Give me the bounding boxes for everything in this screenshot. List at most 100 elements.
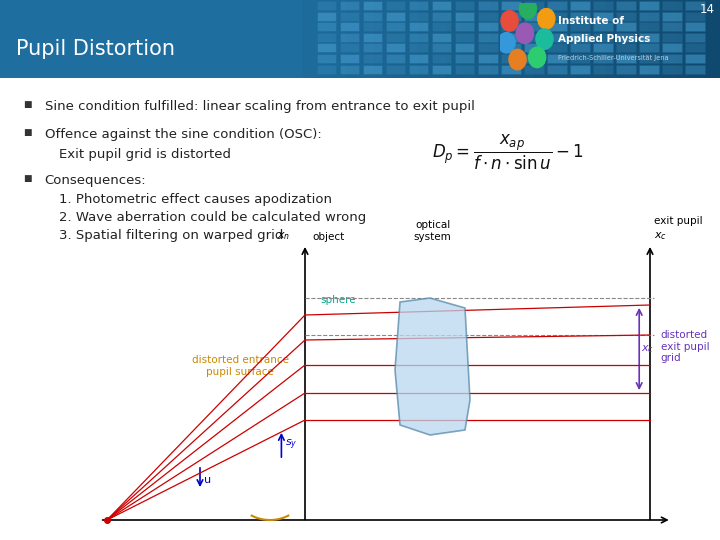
Text: object: object — [312, 232, 344, 242]
Bar — [685, 33, 705, 42]
Bar — [386, 65, 405, 73]
Bar — [593, 65, 613, 73]
Bar — [524, 43, 544, 52]
Bar — [685, 43, 705, 52]
Circle shape — [528, 47, 546, 68]
Bar — [418, 0, 432, 78]
Bar — [432, 65, 451, 73]
Bar — [409, 12, 428, 21]
Bar — [570, 65, 590, 73]
Text: $x_c$: $x_c$ — [654, 230, 667, 242]
Bar — [331, 0, 346, 78]
Bar — [648, 0, 662, 78]
Circle shape — [519, 0, 536, 19]
Bar — [616, 12, 636, 21]
Text: 3. Spatial filtering on warped grid: 3. Spatial filtering on warped grid — [59, 230, 284, 242]
Text: Consequences:: Consequences: — [45, 174, 146, 187]
Bar — [409, 1, 428, 10]
Text: $s_y$: $s_y$ — [285, 438, 297, 452]
Text: $D_p = \dfrac{x_{ap}}{f \cdot n \cdot \sin u} - 1$: $D_p = \dfrac{x_{ap}}{f \cdot n \cdot \s… — [432, 133, 584, 172]
Text: ■: ■ — [23, 174, 32, 183]
Bar — [639, 1, 659, 10]
Bar — [501, 33, 521, 42]
Bar — [639, 43, 659, 52]
Bar — [570, 43, 590, 52]
Bar — [455, 12, 474, 21]
Bar — [317, 22, 336, 31]
Bar — [432, 1, 451, 10]
Bar — [363, 54, 382, 63]
Bar — [432, 22, 451, 31]
Bar — [547, 1, 567, 10]
Bar — [639, 65, 659, 73]
Bar — [616, 33, 636, 42]
Bar — [634, 0, 648, 78]
Bar — [691, 0, 706, 78]
Bar — [590, 0, 605, 78]
Bar — [524, 22, 544, 31]
Bar — [524, 65, 544, 73]
Bar — [317, 1, 336, 10]
Bar — [547, 54, 567, 63]
Bar — [685, 12, 705, 21]
Bar — [685, 1, 705, 10]
Bar — [317, 65, 336, 73]
Bar — [478, 43, 498, 52]
Bar — [432, 33, 451, 42]
Bar — [547, 65, 567, 73]
Bar — [501, 65, 521, 73]
Text: $x_n$: $x_n$ — [276, 230, 290, 242]
Bar — [518, 0, 533, 78]
Bar — [432, 54, 451, 63]
Bar — [662, 22, 682, 31]
Bar — [446, 0, 461, 78]
Text: sphere: sphere — [320, 295, 356, 305]
Bar — [570, 22, 590, 31]
Bar — [547, 0, 562, 78]
Bar — [363, 33, 382, 42]
Bar — [639, 33, 659, 42]
Bar — [616, 54, 636, 63]
Bar — [570, 54, 590, 63]
Bar — [562, 0, 576, 78]
Bar — [386, 12, 405, 21]
Bar — [455, 43, 474, 52]
Bar — [706, 0, 720, 78]
Bar — [478, 22, 498, 31]
Bar — [662, 33, 682, 42]
Bar — [662, 65, 682, 73]
Bar — [490, 0, 504, 78]
Bar — [616, 1, 636, 10]
Bar — [570, 33, 590, 42]
Bar — [403, 0, 418, 78]
Bar — [662, 0, 677, 78]
Text: distorted
exit pupil
grid: distorted exit pupil grid — [661, 330, 709, 363]
Bar — [685, 54, 705, 63]
Text: optical
system: optical system — [413, 220, 451, 242]
Bar — [593, 43, 613, 52]
Bar — [593, 12, 613, 21]
Bar — [363, 12, 382, 21]
Bar — [455, 54, 474, 63]
Bar — [533, 0, 547, 78]
Bar — [455, 1, 474, 10]
Circle shape — [498, 32, 515, 53]
Bar — [432, 12, 451, 21]
Text: 14: 14 — [700, 3, 715, 16]
Text: Sine condition fulfilled: linear scaling from entrance to exit pupil: Sine condition fulfilled: linear scaling… — [45, 100, 474, 113]
Bar — [386, 22, 405, 31]
Bar — [455, 33, 474, 42]
Bar — [478, 65, 498, 73]
Bar — [662, 54, 682, 63]
Bar — [616, 43, 636, 52]
Bar — [317, 43, 336, 52]
Bar — [432, 0, 446, 78]
Bar — [317, 54, 336, 63]
Bar — [389, 0, 403, 78]
Bar — [363, 1, 382, 10]
Bar — [302, 0, 317, 78]
Bar — [501, 43, 521, 52]
Bar — [317, 12, 336, 21]
Circle shape — [536, 29, 553, 49]
Bar — [547, 12, 567, 21]
